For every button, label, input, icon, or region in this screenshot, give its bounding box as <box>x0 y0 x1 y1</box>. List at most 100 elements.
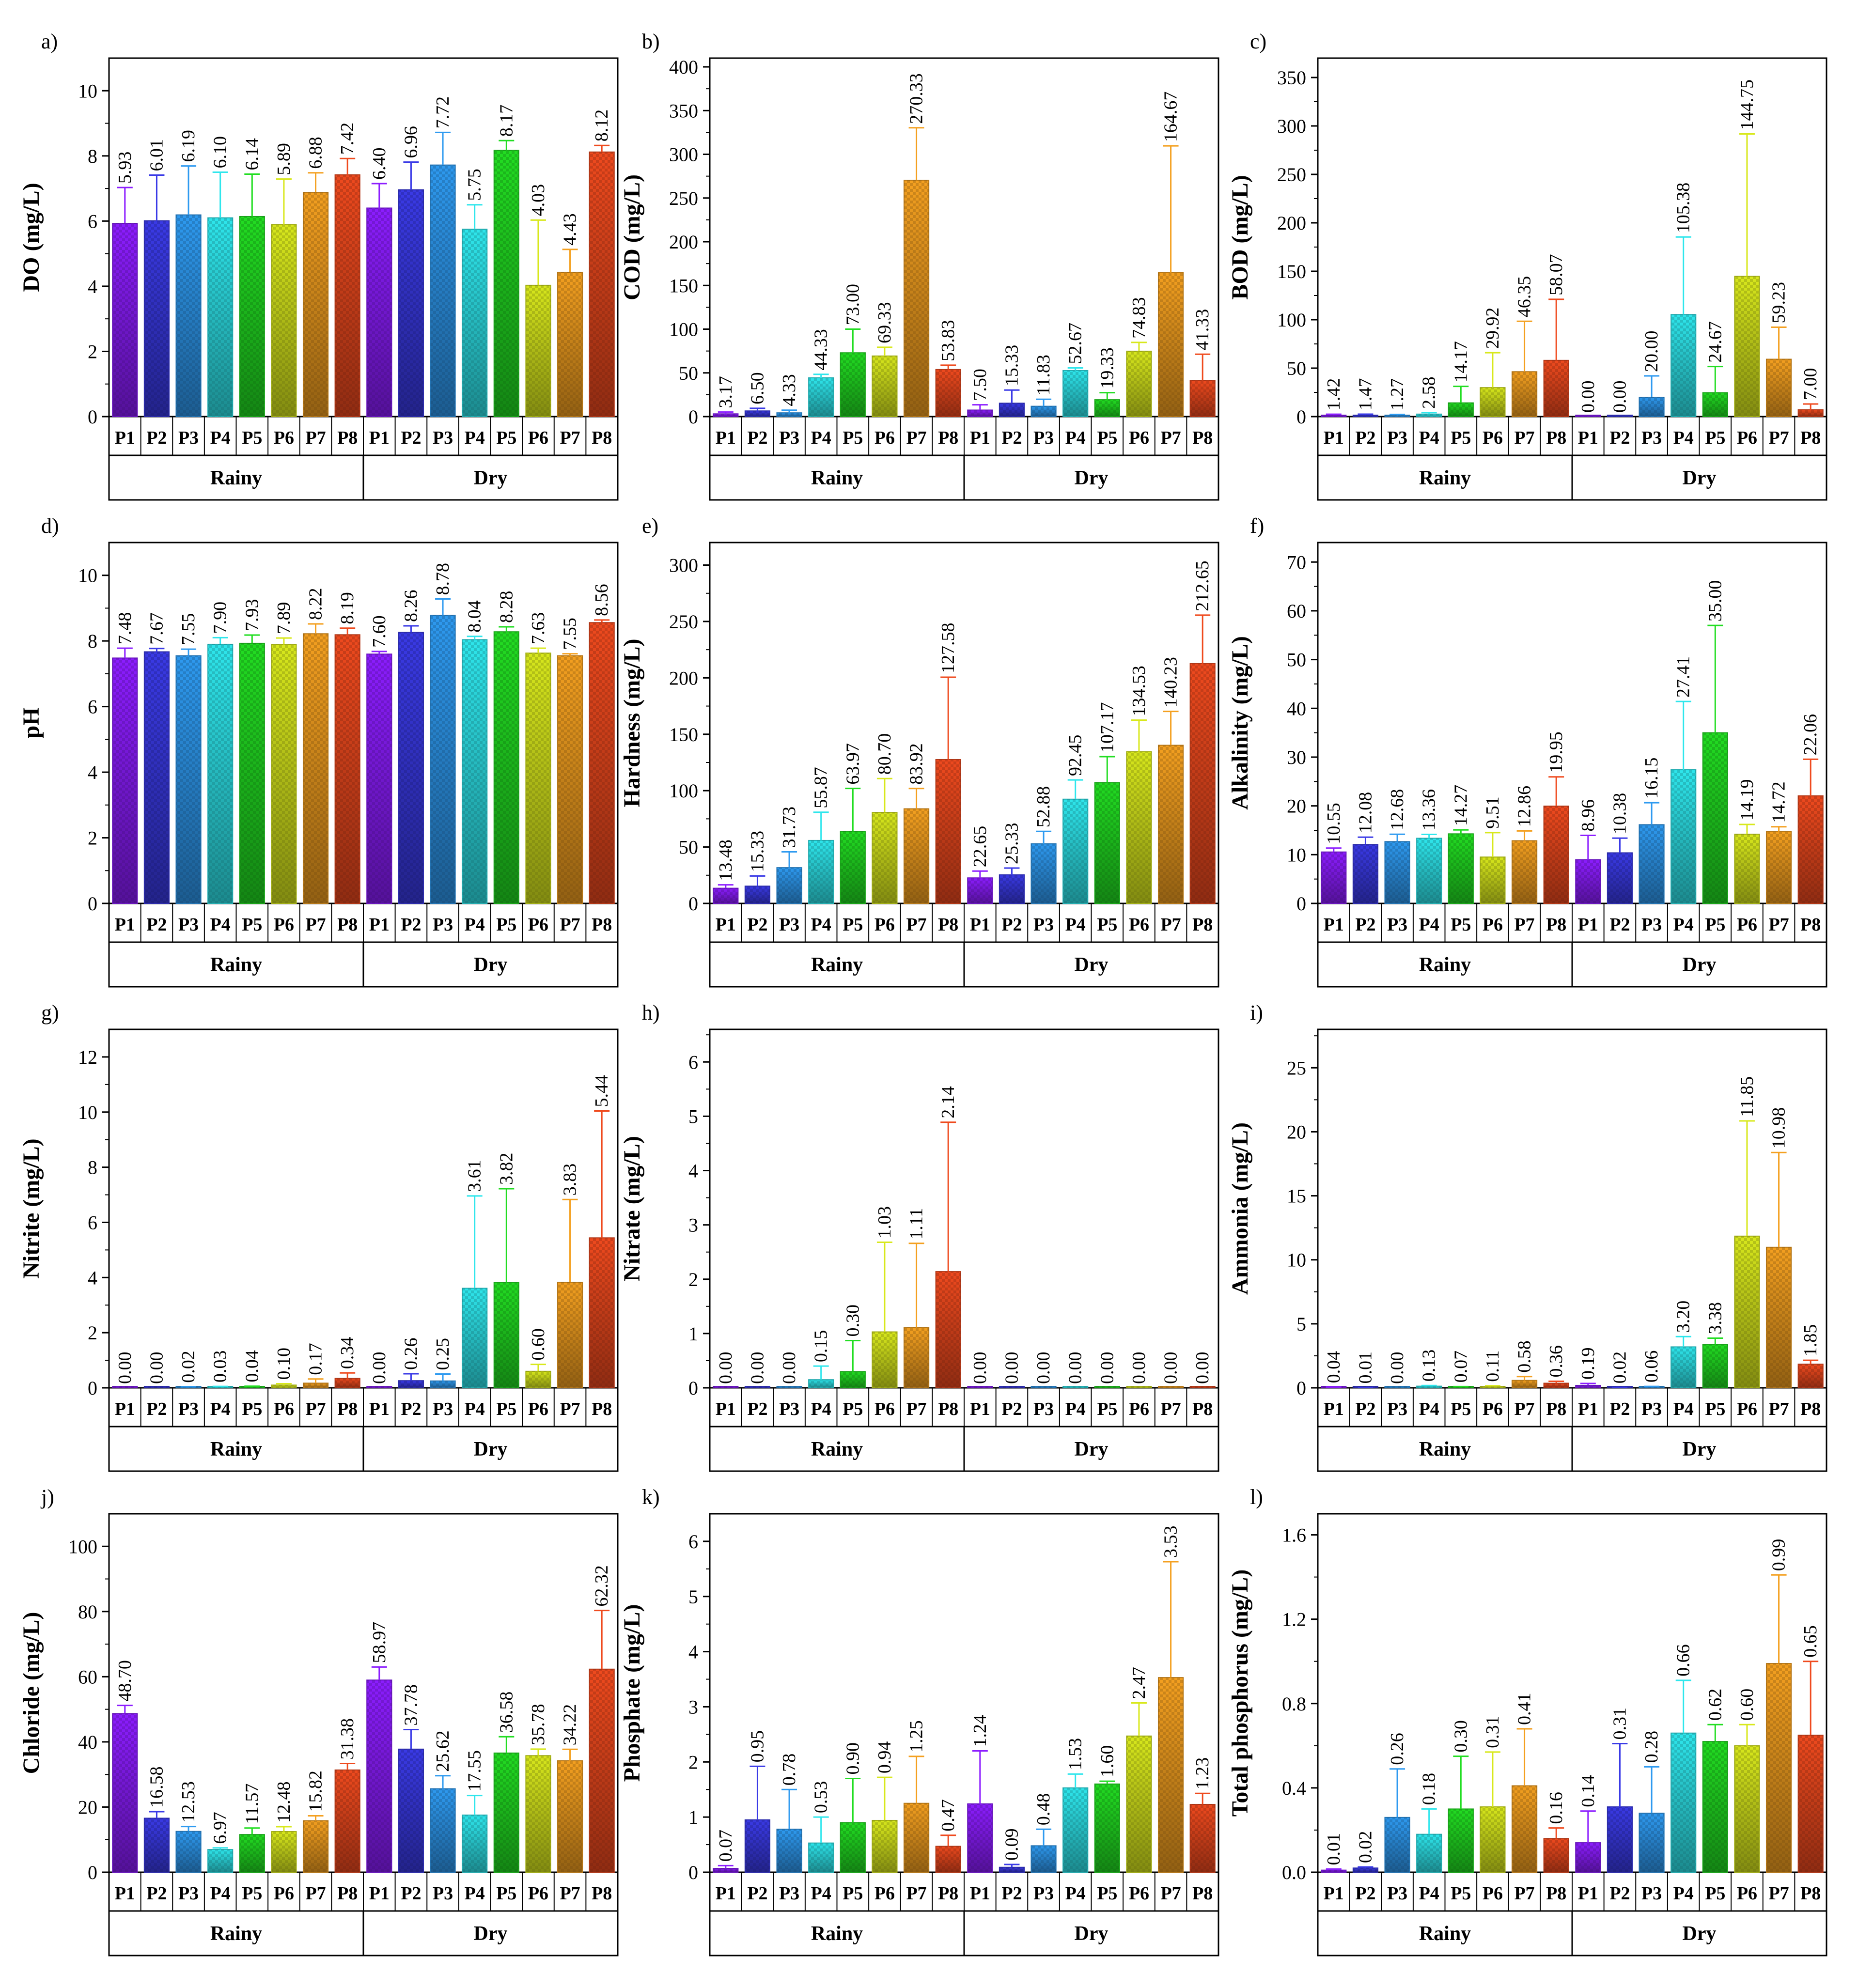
data-label: 144.75 <box>1737 79 1757 130</box>
bar-texture <box>1063 370 1088 417</box>
bar-texture <box>1031 1386 1056 1388</box>
data-label: 0.99 <box>1769 1539 1789 1571</box>
data-label: 0.00 <box>1065 1352 1086 1384</box>
category-label: P1 <box>1578 1883 1598 1904</box>
category-label: P6 <box>528 1399 548 1419</box>
data-label: 34.22 <box>560 1704 580 1746</box>
plot-frame <box>709 1028 1219 1389</box>
bar-texture <box>1126 1736 1152 1872</box>
data-label: 1.27 <box>1387 378 1407 411</box>
bar-texture <box>1671 1733 1696 1872</box>
category-label: P2 <box>747 428 767 448</box>
bar-texture <box>112 223 138 417</box>
y-tick-label: 5 <box>1296 1313 1306 1335</box>
data-label: 10.55 <box>1324 803 1344 844</box>
data-label: 0.00 <box>747 1352 767 1384</box>
data-label: 0.78 <box>779 1754 799 1786</box>
bar-texture <box>303 634 328 903</box>
category-label: P6 <box>1737 1399 1757 1419</box>
category-label: P7 <box>1514 1399 1534 1419</box>
y-tick-label: 60 <box>1287 600 1306 622</box>
bar-texture <box>398 189 424 417</box>
category-label: P6 <box>528 915 548 935</box>
data-label: 7.55 <box>560 618 580 650</box>
category-label: P7 <box>1768 915 1789 935</box>
data-label: 53.83 <box>938 320 958 361</box>
category-label: P1 <box>970 915 990 935</box>
bar-texture <box>1576 859 1601 903</box>
category-label: P5 <box>1097 1399 1117 1419</box>
category-label: P3 <box>1033 428 1054 448</box>
y-tick-label: 6 <box>88 696 97 718</box>
bar-texture <box>589 152 614 417</box>
bar-texture <box>1353 1868 1378 1872</box>
category-label: P8 <box>1546 428 1566 448</box>
category-label: P7 <box>1160 1399 1181 1419</box>
data-label: 0.02 <box>178 1351 199 1383</box>
category-label: P6 <box>1129 428 1149 448</box>
data-label: 4.33 <box>779 374 799 406</box>
category-label: P8 <box>592 428 612 448</box>
y-tick-label: 1.6 <box>1282 1524 1306 1546</box>
data-label: 44.33 <box>811 329 831 371</box>
data-label: 3.17 <box>716 376 736 408</box>
data-label: 12.08 <box>1355 792 1375 834</box>
category-label: P2 <box>146 428 167 448</box>
bar-texture <box>430 1788 455 1872</box>
category-label: P8 <box>337 428 358 448</box>
bar-texture <box>462 1288 487 1388</box>
data-label: 6.01 <box>146 139 167 171</box>
category-label: P3 <box>779 915 799 935</box>
group-label: Rainy <box>811 1438 863 1460</box>
bar-texture <box>1544 1838 1569 1872</box>
y-tick-label: 2 <box>88 827 97 849</box>
data-label: 11.57 <box>242 1784 262 1824</box>
category-label: P2 <box>747 915 767 935</box>
category-label: P7 <box>305 428 326 448</box>
category-label: P3 <box>779 1399 799 1419</box>
y-tick-label: 6 <box>688 1051 698 1073</box>
category-label: P5 <box>496 1399 516 1419</box>
bar-texture <box>1385 1817 1410 1872</box>
bar-texture <box>904 180 929 417</box>
data-label: 0.25 <box>433 1338 453 1370</box>
category-label: P1 <box>369 428 390 448</box>
data-label: 0.00 <box>115 1352 135 1384</box>
bar-texture <box>1158 1677 1184 1872</box>
data-label: 14.27 <box>1451 785 1471 826</box>
data-label: 0.30 <box>1451 1720 1471 1753</box>
data-label: 7.72 <box>433 96 453 129</box>
bar-texture <box>176 655 201 903</box>
category-label: P2 <box>1355 1883 1375 1904</box>
bar-texture <box>968 1386 993 1388</box>
category-label: P1 <box>1324 1399 1344 1419</box>
data-label: 35.00 <box>1705 580 1725 622</box>
bar-texture <box>872 1820 897 1872</box>
category-label: P6 <box>274 1883 294 1904</box>
category-label: P2 <box>1001 428 1022 448</box>
group-label: Dry <box>474 1438 508 1460</box>
category-label: P3 <box>1387 1883 1407 1904</box>
y-tick-label: 8 <box>88 1157 97 1179</box>
category-label: P5 <box>242 915 262 935</box>
category-label: P2 <box>146 1399 167 1419</box>
category-label: P8 <box>1192 428 1213 448</box>
category-label: P8 <box>1800 1883 1821 1904</box>
group-label: Dry <box>474 1923 508 1945</box>
y-tick-label: 6 <box>88 210 97 232</box>
data-label: 19.33 <box>1097 347 1117 389</box>
bar-texture <box>1512 840 1537 903</box>
data-label: 15.82 <box>306 1771 326 1812</box>
category-label: P2 <box>1355 915 1375 935</box>
data-label: 16.58 <box>146 1767 167 1808</box>
data-label: 10.98 <box>1769 1107 1789 1149</box>
bar-texture <box>335 1770 360 1872</box>
chart-panel: d) 0 2 4 6 8 10 pH Rainy Dry P1 7.48 P2 7.67 P3 7.55 P4 7… <box>18 514 619 988</box>
category-label: P8 <box>1800 915 1821 935</box>
bar-texture <box>1766 1663 1792 1872</box>
y-tick-label: 1.2 <box>1282 1609 1306 1631</box>
bar-texture <box>1480 1386 1505 1388</box>
y-tick-label: 2 <box>688 1751 698 1773</box>
data-label: 13.48 <box>716 839 736 881</box>
data-label: 1.42 <box>1324 378 1344 411</box>
